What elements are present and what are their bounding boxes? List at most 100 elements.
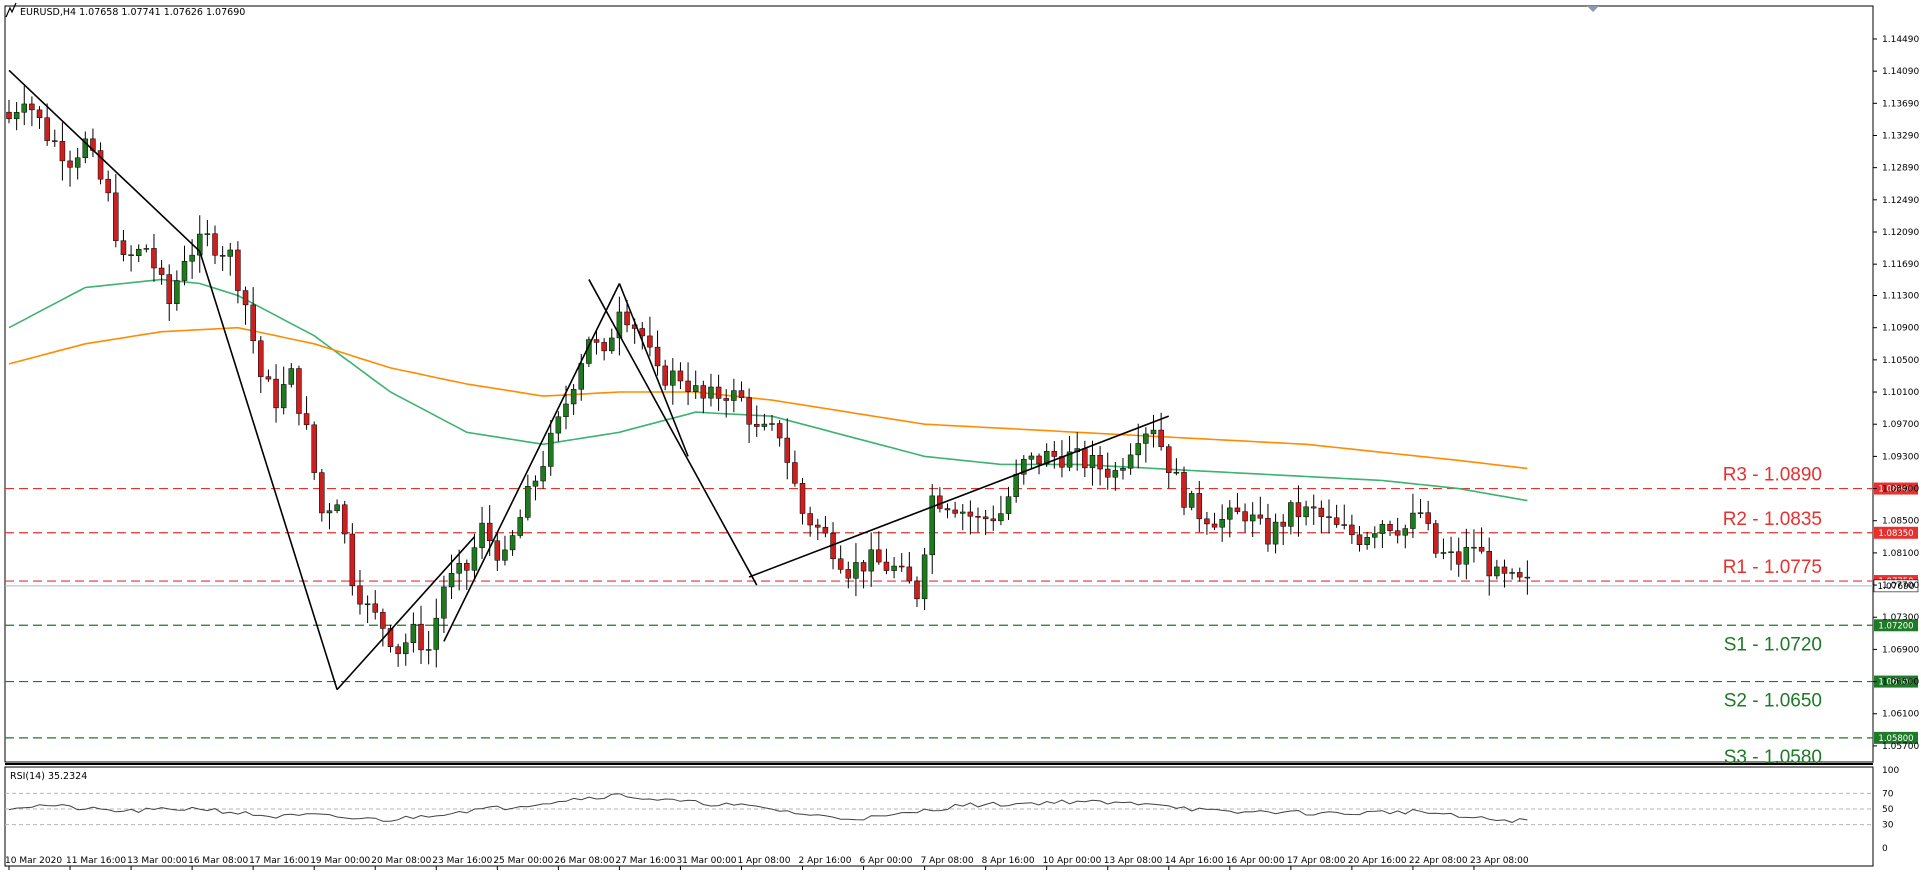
candle-body-185 — [1417, 512, 1424, 514]
scroll-marker-icon[interactable] — [1587, 6, 1599, 12]
candle-body-194 — [1486, 550, 1492, 577]
symbol-info: EURUSD,H4 1.07658 1.07741 1.07626 1.0769… — [20, 7, 245, 18]
candle-body-45 — [349, 533, 356, 587]
y-tick-label-13: 1.09300 — [1882, 452, 1919, 462]
moving-average-0 — [8, 278, 1528, 502]
level-tag-bg-3 — [1874, 619, 1918, 632]
y-tick-label-4: 1.12890 — [1882, 164, 1919, 174]
candle-body-41 — [319, 472, 325, 514]
candle-body-128 — [982, 516, 989, 520]
candle-body-36 — [280, 384, 287, 409]
x-tick-label-8: 25 Mar 00:00 — [493, 856, 553, 866]
candle-body-86 — [662, 365, 668, 386]
y-tick-label-3: 1.13290 — [1882, 131, 1919, 141]
candle-body-34 — [265, 376, 272, 380]
candle-body-112 — [860, 562, 867, 572]
y-tick-label-15: 1.08500 — [1882, 517, 1919, 527]
candle-body-51 — [395, 646, 401, 655]
candle-body-105 — [807, 513, 813, 526]
candle-body-30 — [235, 249, 241, 291]
level-label-3: S1 - 1.0720 — [1724, 634, 1822, 655]
candle-body-70 — [540, 466, 546, 482]
candle-body-85 — [654, 346, 661, 367]
main-panel-frame — [4, 5, 1874, 763]
candle-body-119 — [914, 580, 920, 600]
rsi-line — [8, 793, 1528, 823]
candle-body-151 — [1158, 429, 1164, 447]
candle-body-26 — [204, 233, 211, 235]
candle-body-66 — [509, 535, 516, 551]
candle-body-39 — [303, 413, 310, 426]
candle-body-83 — [639, 328, 646, 337]
candle-body-29 — [227, 249, 234, 257]
candle-body-88 — [677, 370, 684, 382]
candle-body-148 — [1135, 443, 1141, 456]
level-label-2: R1 - 1.0775 — [1723, 557, 1822, 578]
candle-body-14 — [113, 192, 119, 241]
candle-body-137 — [1051, 451, 1058, 457]
candle-body-10 — [82, 138, 89, 159]
candle-body-24 — [189, 254, 195, 262]
candle-body-23 — [181, 260, 188, 281]
candle-body-114 — [876, 549, 882, 563]
candle-body-173 — [1326, 516, 1332, 519]
candle-body-67 — [517, 517, 523, 536]
candle-body-166 — [1272, 521, 1279, 545]
candle-body-91 — [700, 385, 707, 399]
level-tag-1: 1.08350 — [1878, 529, 1913, 539]
y-tick-label-16: 1.08100 — [1882, 549, 1919, 559]
candle-body-19 — [151, 248, 157, 269]
x-tick-label-12: 1 Apr 08:00 — [737, 856, 790, 866]
y-tick-label-20: 1.06500 — [1882, 678, 1919, 688]
candle-body-182 — [1394, 530, 1401, 536]
candle-body-113 — [868, 549, 874, 572]
candle-body-157 — [1204, 518, 1210, 525]
candle-body-130 — [998, 513, 1004, 522]
candle-body-186 — [1425, 512, 1431, 524]
trendline-5 — [588, 279, 758, 586]
y-tick-label-8: 1.11300 — [1882, 292, 1919, 302]
x-tick-label-17: 10 Apr 00:00 — [1043, 856, 1102, 866]
candle-body-100 — [769, 423, 775, 425]
candle-body-103 — [792, 462, 798, 484]
level-label-1: R2 - 1.0835 — [1723, 509, 1822, 530]
candle-body-141 — [1082, 448, 1088, 469]
candle-body-184 — [1410, 512, 1416, 529]
rsi-layer: 70 50 30 100 0 — [5, 766, 1899, 854]
candle-body-150 — [1150, 429, 1157, 435]
x-tick-label-20: 16 Apr 00:00 — [1226, 856, 1285, 866]
candle-body-60 — [464, 563, 470, 571]
candle-body-42 — [326, 510, 333, 514]
candle-body-80 — [616, 311, 623, 339]
candle-body-65 — [502, 549, 508, 561]
level-tag-0: 1.08900 — [1878, 485, 1913, 495]
candle-body-63 — [486, 522, 493, 542]
y-tick-label-19: 1.06900 — [1882, 645, 1919, 655]
candle-body-64 — [494, 540, 501, 561]
candle-body-152 — [1166, 446, 1172, 473]
candle-body-179 — [1372, 533, 1378, 538]
y-tick-label-22: 1.05700 — [1882, 742, 1919, 752]
trendline-2 — [336, 536, 476, 691]
candle-body-50 — [387, 628, 394, 647]
level-tag-bg-1 — [1874, 526, 1918, 539]
candle-body-8 — [67, 160, 73, 168]
trendline-0 — [8, 69, 201, 252]
candle-body-117 — [898, 565, 905, 568]
candle-body-180 — [1379, 524, 1386, 534]
candle-body-72 — [555, 416, 562, 434]
candle-body-143 — [1097, 455, 1103, 470]
candle-body-178 — [1364, 536, 1370, 545]
candle-body-159 — [1219, 519, 1225, 528]
candle-body-84 — [647, 335, 653, 348]
candle-body-0 — [6, 111, 12, 120]
levels-layer: R3 - 1.0890 1.08900 R2 - 1.0835 1.08350 R1 -… — [5, 465, 1919, 768]
candle-body-101 — [776, 423, 783, 439]
current-price-tag-bg — [1873, 579, 1919, 593]
x-tick-label-4: 17 Mar 16:00 — [249, 856, 309, 866]
candle-body-62 — [479, 522, 485, 548]
x-tick-label-3: 16 Mar 08:00 — [188, 856, 248, 866]
candle-body-195 — [1494, 566, 1500, 577]
candle-body-155 — [1188, 493, 1195, 508]
level-label-5: S3 - 1.0580 — [1724, 747, 1822, 768]
